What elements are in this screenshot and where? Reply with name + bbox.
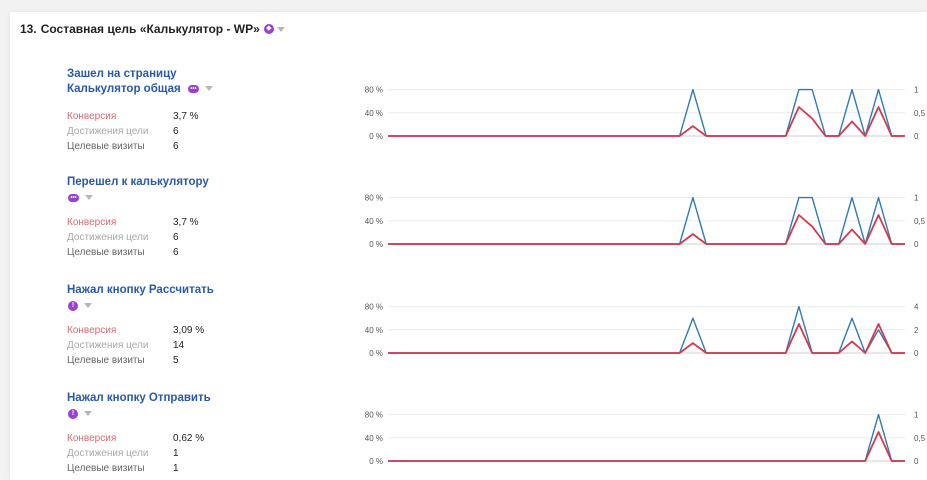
visits-value: 6 [173,141,179,152]
conversion-label: Конверсия [67,325,117,336]
y-tick-label-left: 40 % [365,109,383,118]
y-tick-label-left: 0 % [369,349,383,358]
filter-icon[interactable] [84,411,93,417]
achievements-value: 6 [173,232,179,243]
y-tick-label-left: 0 % [369,132,383,141]
y-tick-label-left: 40 % [365,434,383,443]
goal-chart-svg: 80 % 40 % 0 % 1 0,5 0 [365,86,926,141]
goal-chart-4: 80 % 40 % 0 % 1 0,5 0 [360,397,926,467]
goal-name-line[interactable]: Перешел к калькулятору [67,176,209,188]
filter-icon[interactable] [205,86,214,92]
y-tick-label-right: 4 [914,303,919,312]
achievements-label: Достижения цели [67,126,149,137]
filter-icon[interactable] [85,195,94,201]
y-tick-label-left: 80 % [365,86,383,95]
goal-icons: ••• [67,191,237,203]
goal-chart-svg: 80 % 40 % 0 % 1 0,5 0 [365,411,926,466]
y-tick-label-right: 0,5 [914,217,926,226]
achievements-label: Достижения цели [67,340,149,351]
conversion-value: 3,09 % [173,325,205,336]
goal-block: Зашел на страницу Калькулятор общая ••• … [67,67,237,154]
visits-value: 1 [173,463,179,474]
composite-goal-header: 13. Составная цель «Калькулятор - WP» ◆ [20,22,285,36]
goal-name-line[interactable]: Калькулятор общая [67,83,181,95]
conversion-series-line [388,323,905,354]
y-tick-label-left: 80 % [365,194,383,203]
visits-label: Целевые визиты [67,141,145,152]
achievements-label: Достижения цели [67,448,149,459]
conversion-label: Конверсия [67,111,117,122]
y-tick-label-right: 0,5 [914,434,926,443]
javascript-event-icon: ! [68,408,78,419]
goal-block: Перешел к калькулятору ••• Конверсия 3,7 … [67,175,237,260]
visits-value: 5 [173,355,179,366]
achievements-value: 1 [173,448,179,459]
y-tick-label-left: 80 % [365,303,383,312]
conversion-series-line [388,431,905,462]
conversion-value: 0,62 % [173,433,205,444]
goal-name-line[interactable]: Нажал кнопку Отправить [67,392,211,404]
goal-chart-1: 80 % 40 % 0 % 1 0,5 0 [360,72,926,142]
goal-chart-svg: 80 % 40 % 0 % 4 2 0 [365,303,919,358]
y-tick-label-right: 0 [914,349,919,358]
visits-label: Целевые визиты [67,463,145,474]
achievements-value: 6 [173,126,179,137]
goal-metrics: Конверсия 3,7 % Достижения цели 6 Целевые … [67,215,237,260]
visits-label: Целевые визиты [67,355,145,366]
y-tick-label-right: 1 [914,194,919,203]
pageview-goal-icon: ••• [187,84,199,93]
y-tick-label-right: 1 [914,86,919,95]
composite-goal-title[interactable]: Составная цель «Калькулятор - WP» [40,22,260,36]
goal-chart-svg: 80 % 40 % 0 % 1 0,5 0 [365,194,926,249]
y-tick-label-right: 0,5 [914,109,926,118]
goal-name[interactable]: Нажал кнопку Рассчитать ! [67,283,237,311]
conversion-label: Конверсия [67,217,117,228]
javascript-event-icon: ! [68,300,78,311]
goal-number: 13. [20,22,37,36]
goal-name[interactable]: Перешел к калькулятору ••• [67,175,237,203]
goal-icons: ! [67,407,237,419]
conversion-series-line [388,106,905,137]
goal-icons: ! [67,299,237,311]
goal-name-line[interactable]: Зашел на страницу [67,68,177,80]
goal-metrics: Конверсия 3,09 % Достижения цели 14 Целевы… [67,323,237,368]
y-tick-label-left: 40 % [365,217,383,226]
goal-block: Нажал кнопку Отправить ! Конверсия 0,62 %… [67,391,237,476]
y-tick-label-right: 0 [914,132,919,141]
visits-value: 6 [173,247,179,258]
goal-name-line[interactable]: Нажал кнопку Рассчитать [67,284,214,296]
visits-label: Целевые визиты [67,247,145,258]
goal-chart-3: 80 % 40 % 0 % 4 2 0 [360,289,920,359]
goal-metrics: Конверсия 3,7 % Достижения цели 6 Целевые … [67,109,237,154]
conversion-series-line [388,214,905,245]
goal-block: Нажал кнопку Рассчитать ! Конверсия 3,09 … [67,283,237,368]
conversion-label: Конверсия [67,433,117,444]
goal-name[interactable]: Нажал кнопку Отправить ! [67,391,237,419]
achievements-value: 14 [173,340,185,351]
y-tick-label-left: 0 % [369,457,383,466]
goal-chart-2: 80 % 40 % 0 % 1 0,5 0 [360,180,926,250]
y-tick-label-left: 40 % [365,326,383,335]
conversion-value: 3,7 % [173,217,199,228]
achievements-label: Достижения цели [67,232,149,243]
goal-metrics: Конверсия 0,62 % Достижения цели 1 Целевые… [67,431,237,476]
y-tick-label-right: 0 [914,457,919,466]
y-tick-label-right: 0 [914,240,919,249]
goal-type-icon: ◆ [263,24,274,34]
y-tick-label-left: 0 % [369,240,383,249]
y-tick-label-right: 2 [914,326,919,335]
filter-icon[interactable] [84,303,93,309]
conversion-value: 3,7 % [173,111,199,122]
filter-icon[interactable] [276,26,285,32]
y-tick-label-left: 80 % [365,411,383,420]
goal-name[interactable]: Зашел на страницу Калькулятор общая ••• [67,67,237,97]
y-tick-label-right: 1 [914,411,919,420]
pageview-goal-icon: ••• [68,193,79,202]
